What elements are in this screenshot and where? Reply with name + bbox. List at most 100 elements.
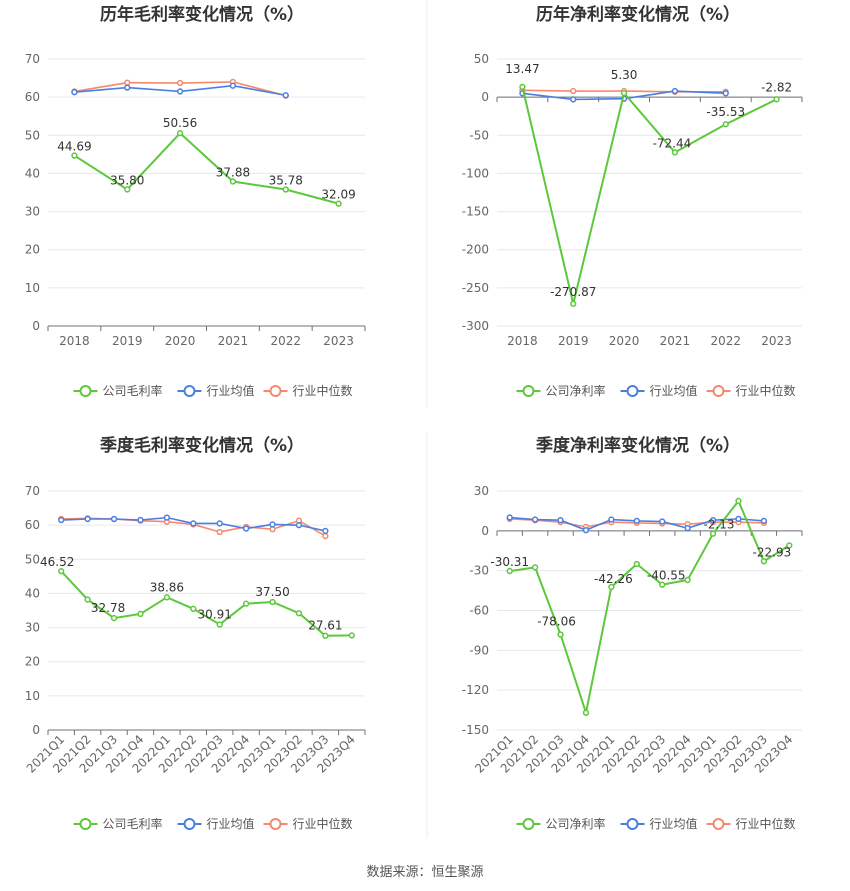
data-point-company[interactable] (684, 576, 691, 584)
data-point-avg[interactable] (216, 520, 223, 527)
data-point-avg[interactable] (531, 516, 539, 523)
data-point-avg[interactable] (269, 521, 276, 528)
data-point-company[interactable] (84, 596, 91, 603)
legend-item-avg[interactable]: 行业均值 (620, 383, 698, 398)
data-point-avg[interactable] (176, 88, 184, 95)
data-point-avg[interactable] (557, 517, 564, 524)
data-point-median[interactable] (176, 79, 184, 87)
data-point-company[interactable] (348, 632, 355, 639)
data-point-company[interactable] (709, 530, 717, 537)
data-label: 35.80 (110, 173, 144, 187)
data-point-avg[interactable] (58, 516, 65, 524)
data-point-company[interactable] (760, 558, 768, 565)
data-point-company[interactable] (735, 497, 742, 505)
data-point-company[interactable] (531, 564, 539, 571)
legend-marker (522, 385, 535, 397)
y-tick-label: -150 (462, 723, 489, 737)
data-point-company[interactable] (620, 89, 628, 97)
data-point-median[interactable] (216, 528, 223, 536)
data-label: 32.78 (91, 601, 125, 615)
legend-marker (269, 385, 282, 397)
data-point-company[interactable] (570, 300, 577, 307)
data-point-company[interactable] (229, 178, 237, 185)
legend-item-company[interactable]: 公司毛利率 (73, 816, 163, 831)
data-point-avg[interactable] (242, 525, 250, 532)
data-point-company[interactable] (190, 605, 197, 612)
data-point-company[interactable] (71, 152, 78, 159)
data-point-avg[interactable] (760, 517, 768, 525)
legend-item-median[interactable]: 行业中位数 (263, 383, 353, 398)
legend-item-avg[interactable]: 行业均值 (177, 816, 255, 831)
data-point-avg[interactable] (137, 516, 144, 524)
data-point-company[interactable] (163, 594, 171, 601)
data-point-company[interactable] (608, 583, 615, 591)
data-point-avg[interactable] (506, 514, 513, 521)
legend-item-median[interactable]: 行业中位数 (263, 816, 353, 831)
data-point-company[interactable] (335, 200, 342, 207)
data-point-avg[interactable] (124, 84, 131, 91)
data-label: -2.13 (704, 518, 735, 532)
data-point-avg[interactable] (110, 515, 118, 523)
legend-marker (712, 818, 725, 830)
data-point-median[interactable] (322, 532, 329, 540)
legend-item-avg[interactable]: 行业均值 (620, 816, 698, 831)
data-point-company[interactable] (557, 631, 564, 638)
data-label: -2.82 (761, 80, 792, 94)
legend-item-avg[interactable]: 行业均值 (177, 383, 255, 398)
data-point-company[interactable] (633, 560, 640, 568)
data-point-company[interactable] (773, 96, 780, 103)
data-point-avg[interactable] (282, 92, 289, 99)
data-point-company[interactable] (269, 598, 276, 606)
data-point-company[interactable] (322, 632, 329, 639)
data-point-avg[interactable] (84, 515, 91, 523)
data-point-avg[interactable] (608, 516, 615, 523)
data-label: 50.56 (163, 116, 197, 130)
data-point-avg[interactable] (295, 521, 303, 529)
legend-item-median[interactable]: 行业中位数 (706, 816, 796, 831)
y-tick-label: -120 (462, 683, 489, 697)
data-point-avg[interactable] (582, 527, 590, 534)
data-point-company[interactable] (671, 149, 679, 156)
data-point-median[interactable] (124, 79, 131, 86)
chart-title: 季度毛利率变化情况（%） (100, 435, 304, 456)
data-point-company[interactable] (137, 610, 144, 618)
data-point-avg[interactable] (190, 520, 197, 527)
data-point-company[interactable] (58, 568, 65, 575)
data-point-median[interactable] (570, 87, 577, 95)
data-point-company[interactable] (506, 567, 513, 575)
legend-item-company[interactable]: 公司净利率 (516, 383, 606, 398)
data-point-company[interactable] (124, 186, 131, 193)
data-point-avg[interactable] (229, 82, 237, 89)
data-point-company[interactable] (519, 83, 526, 91)
legend-label: 行业均值 (207, 816, 255, 831)
legend-item-median[interactable]: 行业中位数 (706, 383, 796, 398)
data-point-company[interactable] (282, 186, 289, 193)
data-point-avg[interactable] (659, 518, 666, 525)
y-tick-label: 0 (481, 90, 489, 104)
data-point-avg[interactable] (71, 89, 78, 96)
data-point-avg[interactable] (633, 517, 640, 525)
legend-label: 行业均值 (650, 383, 698, 398)
data-point-company[interactable] (216, 621, 223, 628)
legend-item-company[interactable]: 公司净利率 (516, 816, 606, 831)
data-point-avg[interactable] (684, 525, 691, 532)
legend-label: 行业中位数 (293, 816, 353, 831)
data-point-avg[interactable] (735, 515, 742, 523)
series-company (506, 497, 793, 717)
data-point-company[interactable] (722, 121, 729, 128)
legend-item-company[interactable]: 公司毛利率 (73, 383, 163, 398)
data-point-company[interactable] (582, 709, 590, 716)
data-point-avg[interactable] (570, 96, 577, 103)
data-point-avg[interactable] (322, 527, 329, 535)
data-point-company[interactable] (176, 129, 184, 137)
y-tick-label: 50 (25, 128, 40, 142)
data-point-avg[interactable] (709, 517, 717, 524)
data-point-company[interactable] (242, 600, 250, 607)
data-point-avg[interactable] (163, 514, 171, 521)
data-point-company[interactable] (110, 614, 118, 622)
data-point-avg[interactable] (722, 90, 729, 97)
data-point-avg[interactable] (671, 87, 679, 95)
data-point-company[interactable] (786, 542, 793, 549)
data-point-company[interactable] (295, 610, 303, 617)
data-point-company[interactable] (659, 581, 666, 588)
